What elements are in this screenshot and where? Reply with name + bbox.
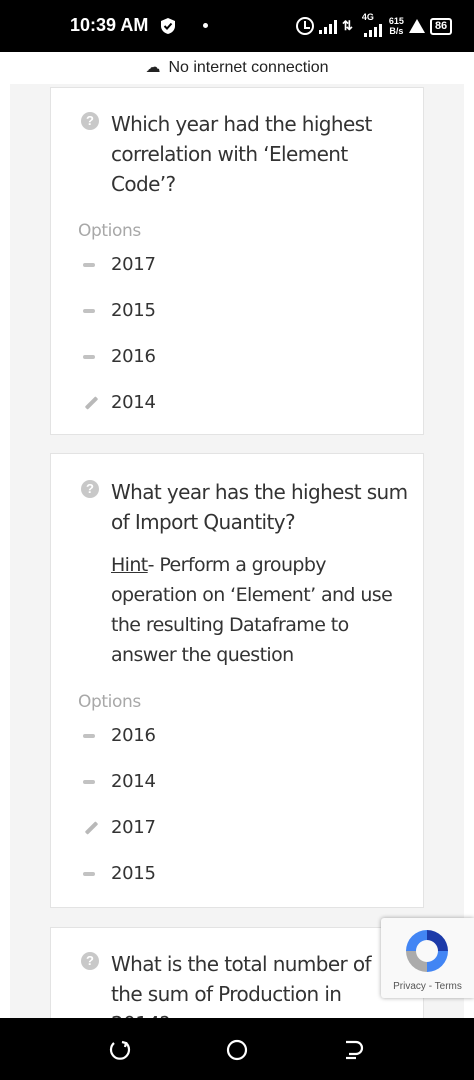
- recaptcha-links: Privacy - Terms: [381, 981, 474, 992]
- link-separator: -: [425, 981, 435, 992]
- recaptcha-badge[interactable]: Privacy - Terms: [381, 918, 474, 998]
- alarm-icon: [296, 17, 314, 35]
- question-header: ? What year has the highest sum of Impor…: [81, 477, 413, 537]
- hint-prefix: Hint: [111, 554, 148, 576]
- network-speed: 615 B/s: [389, 16, 404, 36]
- question-card: ? What year has the highest sum of Impor…: [50, 453, 424, 908]
- question-text: Which year had the highest correlation w…: [111, 112, 372, 196]
- network-speed-unit: B/s: [389, 26, 404, 36]
- option-item-selected[interactable]: 2017: [83, 817, 156, 838]
- status-bar: 10:39 AM ⇅ 4G 615 B/s 86: [0, 0, 474, 52]
- system-nav-bar: [0, 1018, 474, 1080]
- connection-banner: ☁ No internet connection: [0, 52, 474, 84]
- options-label: Options: [78, 221, 141, 241]
- option-label: 2016: [111, 346, 156, 367]
- network-signal-icon: 4G: [358, 12, 384, 39]
- data-transfer-icon: ⇅: [342, 18, 353, 33]
- question-text: What is the total number of the sum of P…: [111, 952, 372, 1018]
- form-page[interactable]: ? Which year had the highest correlation…: [10, 84, 464, 1018]
- recaptcha-logo-icon: [406, 930, 448, 972]
- dash-icon: [83, 354, 95, 359]
- privacy-link[interactable]: Privacy: [393, 981, 426, 992]
- question-header: ? Which year had the highest correlation…: [81, 109, 413, 199]
- option-item-selected[interactable]: 2014: [83, 392, 156, 413]
- question-header: ? What is the total number of the sum of…: [81, 949, 377, 1018]
- question-hint: Hint- Perform a groupby operation on ‘El…: [111, 550, 411, 670]
- option-item[interactable]: 2014: [83, 771, 156, 792]
- option-item[interactable]: 2016: [83, 346, 156, 367]
- option-label: 2015: [111, 863, 156, 884]
- shield-check-icon: [161, 18, 175, 34]
- dash-icon: [83, 733, 95, 738]
- battery-level: 86: [434, 19, 448, 32]
- question-icon: ?: [81, 480, 99, 498]
- status-time: 10:39 AM: [70, 15, 149, 35]
- dash-icon: [83, 871, 95, 876]
- notification-dot: [203, 23, 208, 28]
- cloud-off-icon: ☁: [145, 59, 161, 76]
- back-button[interactable]: [108, 1038, 132, 1062]
- option-label: 2014: [111, 771, 156, 792]
- options-label: Options: [78, 692, 141, 712]
- question-icon: ?: [81, 112, 99, 130]
- dash-icon: [83, 779, 95, 784]
- option-item[interactable]: 2017: [83, 254, 156, 275]
- option-item[interactable]: 2015: [83, 863, 156, 884]
- signal-icon: [319, 18, 337, 34]
- option-label: 2016: [111, 725, 156, 746]
- warning-icon: [408, 19, 425, 33]
- option-label: 2017: [111, 254, 156, 275]
- network-type-label: 4G: [361, 12, 374, 22]
- hint-body: - Perform a groupby operation on ‘Elemen…: [111, 554, 393, 666]
- network-speed-value: 615: [388, 16, 404, 26]
- status-icons: ⇅ 4G 615 B/s 86: [296, 12, 453, 40]
- option-label: 2014: [111, 392, 156, 413]
- dash-icon: [83, 308, 95, 313]
- question-text: What year has the highest sum of Import …: [111, 480, 408, 534]
- option-label: 2015: [111, 300, 156, 321]
- dash-icon: [83, 262, 95, 267]
- home-button[interactable]: [225, 1038, 249, 1062]
- question-icon: ?: [81, 952, 99, 970]
- option-label: 2017: [111, 817, 156, 838]
- terms-link[interactable]: Terms: [434, 981, 462, 992]
- option-item[interactable]: 2016: [83, 725, 156, 746]
- battery-icon: 86: [429, 17, 453, 35]
- option-item[interactable]: 2015: [83, 300, 156, 321]
- recent-apps-button[interactable]: [341, 1038, 365, 1062]
- connection-banner-text: No internet connection: [168, 59, 329, 76]
- pencil-icon: [83, 821, 97, 835]
- question-card: ? What is the total number of the sum of…: [50, 927, 424, 1018]
- question-card: ? Which year had the highest correlation…: [50, 87, 424, 435]
- pencil-icon: [83, 396, 97, 410]
